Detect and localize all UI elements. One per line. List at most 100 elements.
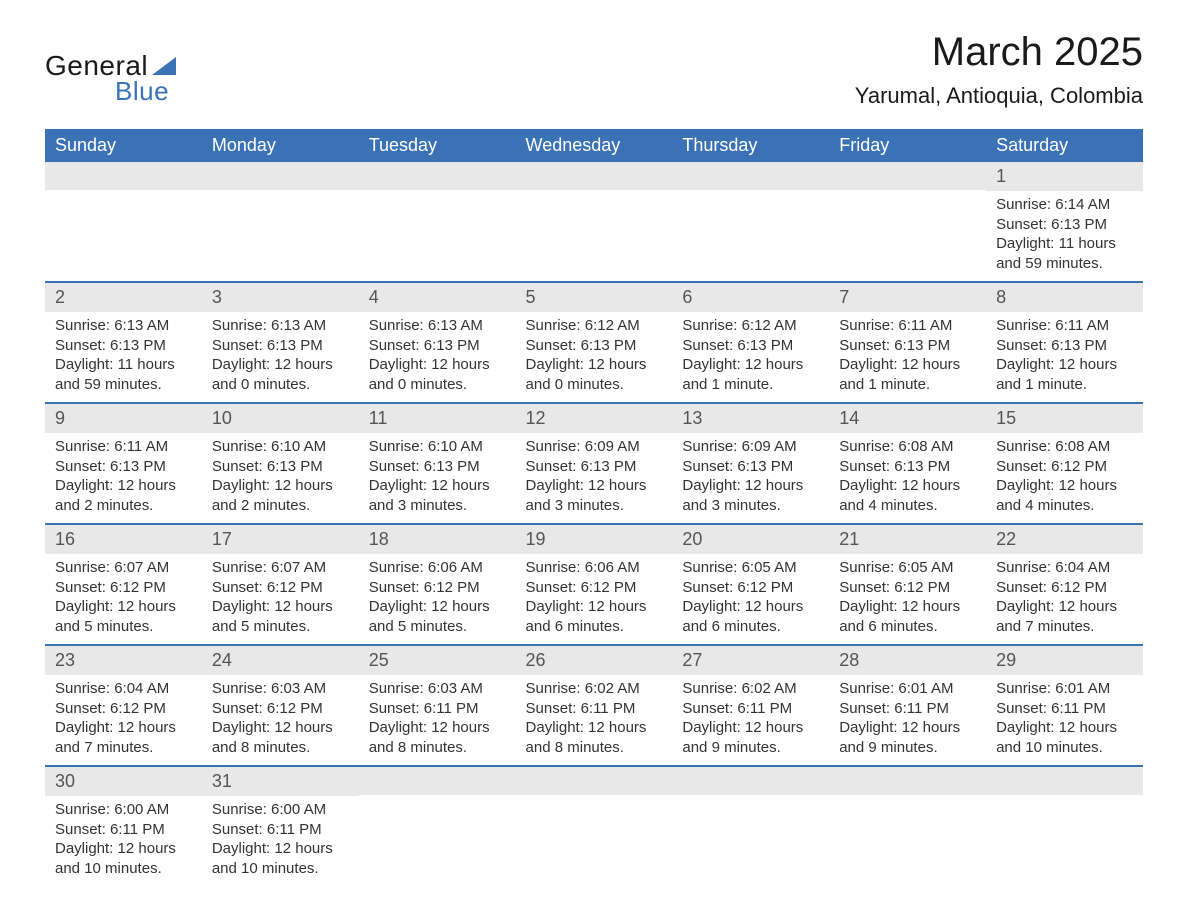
daylight-line-2: and 8 minutes.	[212, 738, 349, 758]
calendar-table: SundayMondayTuesdayWednesdayThursdayFrid…	[45, 129, 1143, 886]
empty-day-content	[829, 190, 986, 270]
sunrise-line: Sunrise: 6:06 AM	[369, 558, 506, 578]
daylight-line-1: Daylight: 12 hours	[682, 718, 819, 738]
sunset-line: Sunset: 6:13 PM	[212, 336, 349, 356]
daylight-line-2: and 10 minutes.	[212, 859, 349, 879]
day-content: Sunrise: 6:10 AMSunset: 6:13 PMDaylight:…	[359, 433, 516, 523]
sunset-line: Sunset: 6:13 PM	[526, 336, 663, 356]
header: General Blue March 2025 Yarumal, Antioqu…	[45, 30, 1143, 109]
daylight-line-2: and 4 minutes.	[996, 496, 1133, 516]
sunrise-line: Sunrise: 6:06 AM	[526, 558, 663, 578]
sunset-line: Sunset: 6:13 PM	[996, 336, 1133, 356]
calendar-cell	[986, 766, 1143, 886]
daylight-line-2: and 9 minutes.	[682, 738, 819, 758]
sunrise-line: Sunrise: 6:02 AM	[526, 679, 663, 699]
calendar-cell: 24Sunrise: 6:03 AMSunset: 6:12 PMDayligh…	[202, 645, 359, 766]
daylight-line-1: Daylight: 12 hours	[526, 355, 663, 375]
calendar-week: 9Sunrise: 6:11 AMSunset: 6:13 PMDaylight…	[45, 403, 1143, 524]
day-content: Sunrise: 6:13 AMSunset: 6:13 PMDaylight:…	[202, 312, 359, 402]
daylight-line-1: Daylight: 12 hours	[55, 597, 192, 617]
day-number: 8	[986, 283, 1143, 312]
calendar-cell	[672, 162, 829, 282]
empty-day-number	[672, 767, 829, 795]
empty-day-content	[516, 190, 673, 270]
calendar-cell: 27Sunrise: 6:02 AMSunset: 6:11 PMDayligh…	[672, 645, 829, 766]
sunset-line: Sunset: 6:13 PM	[369, 336, 506, 356]
sunrise-line: Sunrise: 6:05 AM	[682, 558, 819, 578]
calendar-cell: 25Sunrise: 6:03 AMSunset: 6:11 PMDayligh…	[359, 645, 516, 766]
day-content: Sunrise: 6:01 AMSunset: 6:11 PMDaylight:…	[986, 675, 1143, 765]
daylight-line-1: Daylight: 12 hours	[839, 718, 976, 738]
empty-day-number	[516, 767, 673, 795]
daylight-line-2: and 5 minutes.	[212, 617, 349, 637]
day-number: 28	[829, 646, 986, 675]
day-number: 21	[829, 525, 986, 554]
sunset-line: Sunset: 6:12 PM	[212, 578, 349, 598]
daylight-line-1: Daylight: 12 hours	[55, 718, 192, 738]
sunset-line: Sunset: 6:13 PM	[55, 336, 192, 356]
day-number: 10	[202, 404, 359, 433]
daylight-line-1: Daylight: 12 hours	[55, 839, 192, 859]
daylight-line-2: and 1 minute.	[682, 375, 819, 395]
day-header: Saturday	[986, 129, 1143, 162]
sunset-line: Sunset: 6:11 PM	[526, 699, 663, 719]
daylight-line-1: Daylight: 12 hours	[55, 476, 192, 496]
sunset-line: Sunset: 6:13 PM	[682, 336, 819, 356]
day-content: Sunrise: 6:06 AMSunset: 6:12 PMDaylight:…	[516, 554, 673, 644]
sunset-line: Sunset: 6:12 PM	[996, 578, 1133, 598]
daylight-line-1: Daylight: 11 hours	[996, 234, 1133, 254]
day-number: 16	[45, 525, 202, 554]
empty-day-number	[359, 162, 516, 190]
sunrise-line: Sunrise: 6:05 AM	[839, 558, 976, 578]
sunset-line: Sunset: 6:11 PM	[996, 699, 1133, 719]
empty-day-content	[45, 190, 202, 270]
sunset-line: Sunset: 6:12 PM	[369, 578, 506, 598]
sunset-line: Sunset: 6:13 PM	[996, 215, 1133, 235]
sunset-line: Sunset: 6:13 PM	[682, 457, 819, 477]
sunrise-line: Sunrise: 6:01 AM	[996, 679, 1133, 699]
sunrise-line: Sunrise: 6:09 AM	[682, 437, 819, 457]
daylight-line-2: and 2 minutes.	[212, 496, 349, 516]
day-number: 27	[672, 646, 829, 675]
sunrise-line: Sunrise: 6:10 AM	[369, 437, 506, 457]
day-number: 5	[516, 283, 673, 312]
daylight-line-1: Daylight: 12 hours	[369, 597, 506, 617]
day-number: 7	[829, 283, 986, 312]
day-content: Sunrise: 6:03 AMSunset: 6:11 PMDaylight:…	[359, 675, 516, 765]
day-content: Sunrise: 6:08 AMSunset: 6:12 PMDaylight:…	[986, 433, 1143, 523]
calendar-cell: 15Sunrise: 6:08 AMSunset: 6:12 PMDayligh…	[986, 403, 1143, 524]
sunrise-line: Sunrise: 6:12 AM	[526, 316, 663, 336]
daylight-line-2: and 5 minutes.	[55, 617, 192, 637]
sunrise-line: Sunrise: 6:01 AM	[839, 679, 976, 699]
day-header-row: SundayMondayTuesdayWednesdayThursdayFrid…	[45, 129, 1143, 162]
daylight-line-2: and 6 minutes.	[526, 617, 663, 637]
calendar-cell	[516, 162, 673, 282]
sunrise-line: Sunrise: 6:00 AM	[55, 800, 192, 820]
calendar-cell: 4Sunrise: 6:13 AMSunset: 6:13 PMDaylight…	[359, 282, 516, 403]
daylight-line-1: Daylight: 12 hours	[212, 597, 349, 617]
sunset-line: Sunset: 6:13 PM	[212, 457, 349, 477]
day-content: Sunrise: 6:05 AMSunset: 6:12 PMDaylight:…	[672, 554, 829, 644]
daylight-line-1: Daylight: 12 hours	[682, 476, 819, 496]
daylight-line-1: Daylight: 12 hours	[369, 718, 506, 738]
sunset-line: Sunset: 6:12 PM	[526, 578, 663, 598]
day-number: 29	[986, 646, 1143, 675]
calendar-body: 1Sunrise: 6:14 AMSunset: 6:13 PMDaylight…	[45, 162, 1143, 886]
calendar-cell: 20Sunrise: 6:05 AMSunset: 6:12 PMDayligh…	[672, 524, 829, 645]
sunset-line: Sunset: 6:12 PM	[55, 699, 192, 719]
calendar-week: 30Sunrise: 6:00 AMSunset: 6:11 PMDayligh…	[45, 766, 1143, 886]
day-number: 17	[202, 525, 359, 554]
day-header: Monday	[202, 129, 359, 162]
day-content: Sunrise: 6:02 AMSunset: 6:11 PMDaylight:…	[516, 675, 673, 765]
daylight-line-1: Daylight: 12 hours	[212, 476, 349, 496]
daylight-line-1: Daylight: 12 hours	[369, 476, 506, 496]
day-content: Sunrise: 6:11 AMSunset: 6:13 PMDaylight:…	[45, 433, 202, 523]
empty-day-number	[829, 162, 986, 190]
calendar-cell	[359, 162, 516, 282]
daylight-line-1: Daylight: 12 hours	[996, 355, 1133, 375]
daylight-line-1: Daylight: 11 hours	[55, 355, 192, 375]
day-content: Sunrise: 6:04 AMSunset: 6:12 PMDaylight:…	[45, 675, 202, 765]
day-number: 18	[359, 525, 516, 554]
sunset-line: Sunset: 6:13 PM	[55, 457, 192, 477]
sunrise-line: Sunrise: 6:12 AM	[682, 316, 819, 336]
